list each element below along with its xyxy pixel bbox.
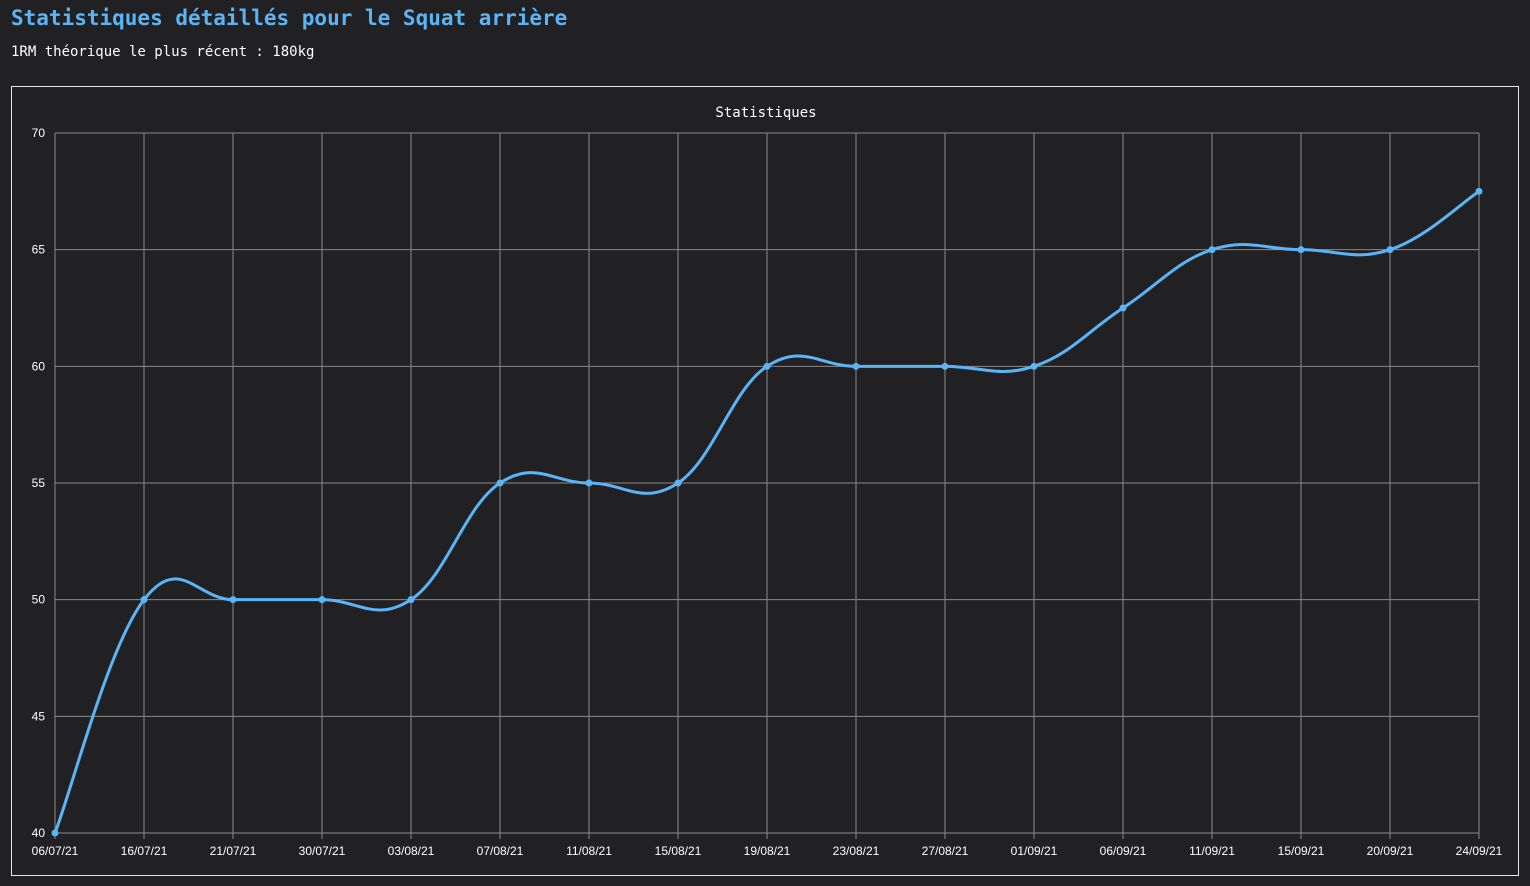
data-point[interactable] [496,479,504,487]
data-point[interactable] [1475,187,1483,195]
chart-container: Statistiques 40 45 50 55 60 65 70 06/07/21 16/07… [11,86,1519,876]
x-tick-label: 06/07/21 [32,844,79,858]
y-tick-label: 55 [32,476,46,490]
x-tick-label: 19/08/21 [744,844,791,858]
data-point[interactable] [941,362,949,370]
x-tick-label: 01/09/21 [1011,844,1058,858]
x-tick-label: 24/09/21 [1456,844,1503,858]
data-point[interactable] [51,829,59,837]
x-tick-label: 27/08/21 [922,844,969,858]
chart-grid [54,132,1480,839]
data-point[interactable] [407,596,415,604]
x-tick-label: 16/07/21 [121,844,168,858]
y-tick-label: 50 [32,593,46,607]
data-point[interactable] [318,596,326,604]
data-point[interactable] [763,362,771,370]
data-point[interactable] [1386,246,1394,254]
x-tick-label: 20/09/21 [1367,844,1414,858]
data-point[interactable] [585,479,593,487]
y-tick-label: 65 [32,243,46,257]
y-tick-label: 40 [32,826,46,840]
chart-points [51,187,1483,837]
x-tick-label: 15/09/21 [1278,844,1325,858]
y-tick-label: 60 [32,359,46,373]
data-point[interactable] [1208,246,1216,254]
chart-axis-labels: 40 45 50 55 60 65 70 06/07/21 16/07/21 21/07/21 30… [32,126,1503,858]
x-tick-label: 07/08/21 [477,844,524,858]
data-point[interactable] [140,596,148,604]
x-tick-label: 06/09/21 [1100,844,1147,858]
statistics-line-chart: Statistiques 40 45 50 55 60 65 70 06/07/21 16/07… [32,105,1503,858]
x-tick-label: 21/07/21 [210,844,257,858]
x-tick-label: 23/08/21 [833,844,880,858]
x-tick-label: 15/08/21 [655,844,702,858]
x-tick-label: 11/08/21 [566,844,612,858]
chart-title: Statistiques [715,105,816,121]
data-point[interactable] [1297,246,1305,254]
y-tick-label: 70 [32,126,46,140]
page-title: Statistiques détaillés pour le Squat arr… [11,6,568,30]
data-point[interactable] [1030,362,1038,370]
x-tick-label: 11/09/21 [1189,844,1235,858]
data-point[interactable] [674,479,682,487]
data-point[interactable] [852,362,860,370]
x-tick-label: 03/08/21 [388,844,435,858]
one-rm-summary: 1RM théorique le plus récent : 180kg [11,44,315,60]
y-tick-label: 45 [32,709,46,723]
x-tick-label: 30/07/21 [299,844,346,858]
data-point[interactable] [1119,304,1127,312]
series-line [53,190,1480,834]
data-point[interactable] [229,596,237,604]
